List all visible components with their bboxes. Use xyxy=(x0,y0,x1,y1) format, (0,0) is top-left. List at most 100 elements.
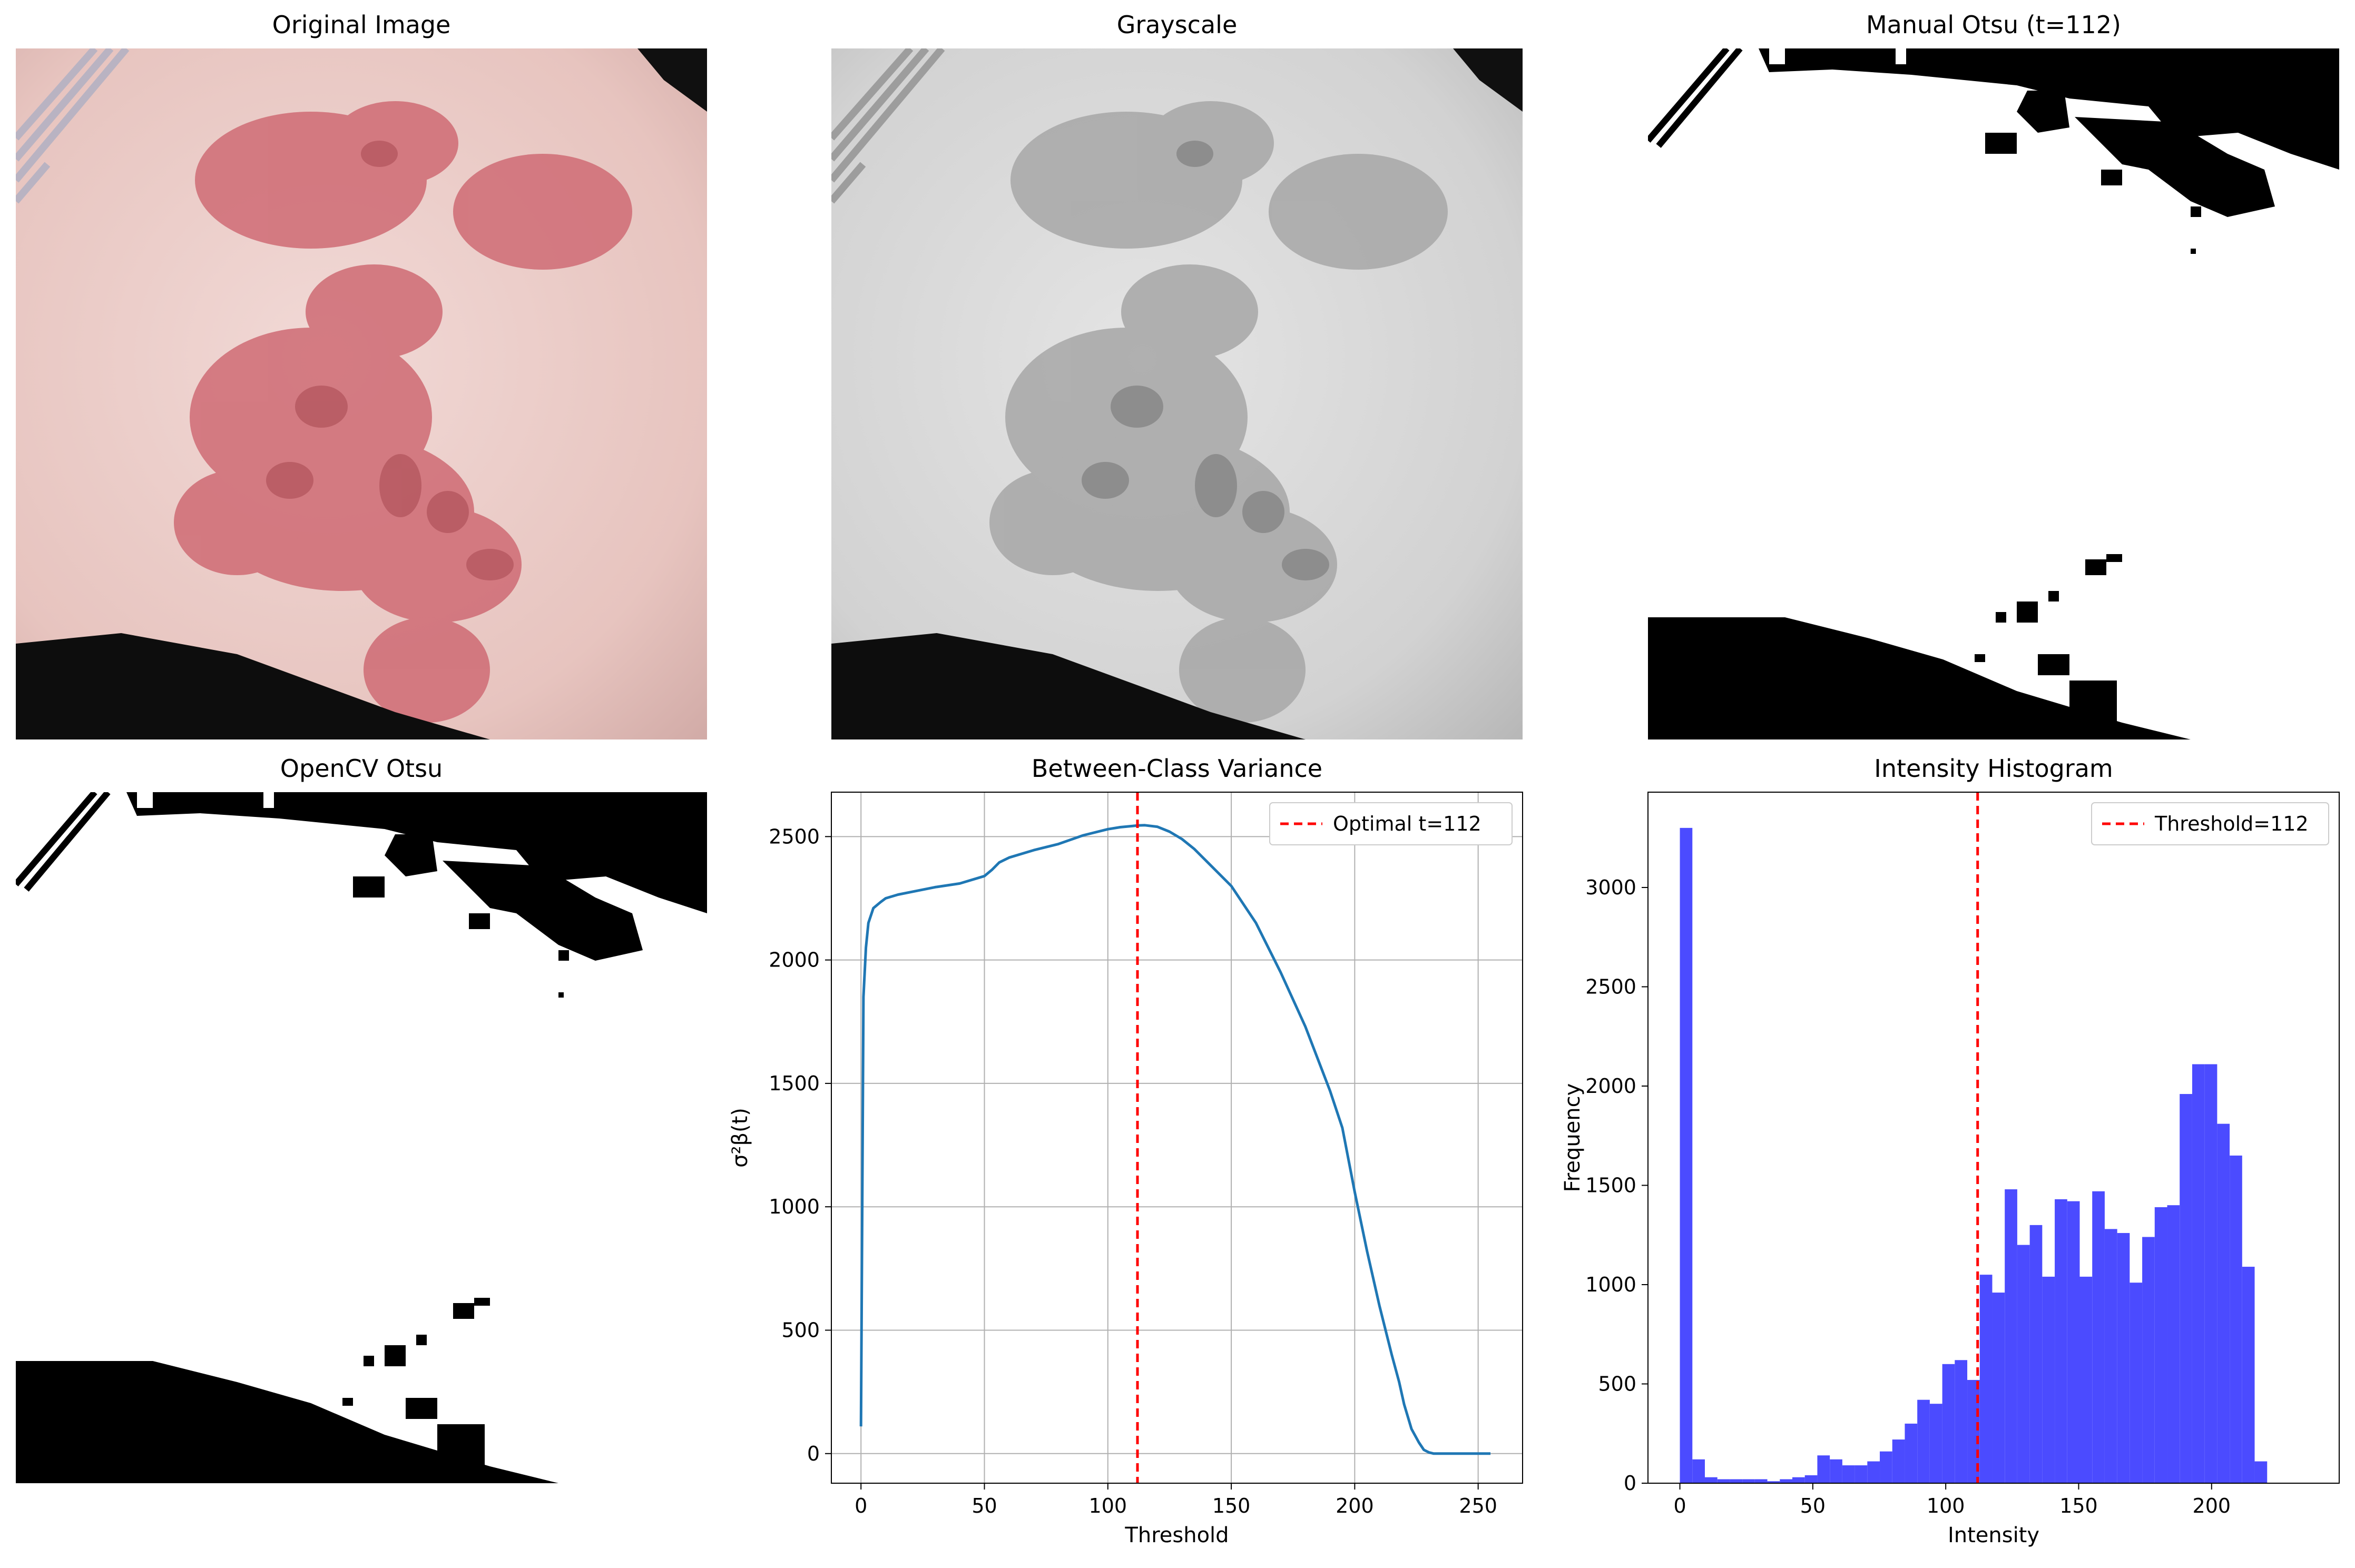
histogram-bar xyxy=(2192,1064,2205,1483)
variance-chart-title: Between-Class Variance xyxy=(1031,754,1323,783)
histogram-x-axis-label: Intensity xyxy=(1948,1523,2039,1547)
histogram-y-tick-label: 1000 xyxy=(1585,1273,1636,1296)
histogram-bar xyxy=(1704,1477,1718,1483)
histogram-bar xyxy=(1680,827,1693,1483)
histogram-bar xyxy=(1742,1479,1755,1483)
striped-fabric xyxy=(16,48,130,204)
histogram-bar xyxy=(1792,1477,1805,1483)
manual-otsu-title: Manual Otsu (t=112) xyxy=(1866,11,2122,39)
histogram-bar xyxy=(2242,1267,2255,1483)
histogram-x-tick-label: 200 xyxy=(2193,1494,2231,1517)
histogram-bar xyxy=(1754,1479,1768,1483)
histogram-bar xyxy=(2180,1094,2192,1483)
histogram-y-tick-label: 500 xyxy=(1598,1372,1636,1395)
variance-x-tick-label: 50 xyxy=(972,1494,997,1517)
variance-y-axis-label: σ²β(t) xyxy=(728,1108,752,1168)
histogram-bar xyxy=(1905,1423,1918,1483)
histogram-bar xyxy=(1892,1439,1905,1483)
histogram-bars-group xyxy=(1680,827,2268,1483)
histogram-bar xyxy=(2154,1207,2167,1483)
variance-x-axis-label: Threshold xyxy=(1124,1523,1229,1547)
variance-y-tick-label: 2500 xyxy=(769,825,820,848)
histogram-y-tick-label: 2500 xyxy=(1585,975,1636,998)
histogram-legend-box xyxy=(2091,802,2329,845)
variance-x-tick-label: 100 xyxy=(1089,1494,1127,1517)
opencv-otsu-mask xyxy=(16,792,707,1483)
variance-legend-label: Optimal t=112 xyxy=(1333,812,1481,835)
opencv-otsu-title: OpenCV Otsu xyxy=(280,754,443,783)
histogram-bar xyxy=(1767,1481,1780,1483)
original-image-title: Original Image xyxy=(272,11,451,39)
histogram-y-axis-label: Frequency xyxy=(1561,1083,1585,1192)
histogram-bar xyxy=(1854,1465,1868,1483)
histogram-bar xyxy=(2055,1199,2067,1483)
variance-curve-group xyxy=(859,824,1491,1455)
grayscale-title: Grayscale xyxy=(1116,11,1238,39)
histogram-legend: Threshold=112 xyxy=(2091,802,2329,845)
histogram-x-ticks: 0 50 100 150 200 xyxy=(1673,1483,2231,1517)
variance-x-tick-label: 150 xyxy=(1212,1494,1251,1517)
histogram-bar xyxy=(2092,1191,2105,1483)
histogram-x-tick-label: 100 xyxy=(1927,1494,1965,1517)
histogram-bar xyxy=(1955,1360,1968,1483)
histogram-bar xyxy=(1842,1465,1855,1483)
variance-x-tick-label: 0 xyxy=(855,1494,867,1517)
variance-y-ticks: 0 500 1000 1500 2000 2500 xyxy=(769,825,831,1465)
histogram-bar xyxy=(2005,1189,2017,1483)
histogram-y-tick-label: 0 xyxy=(1624,1472,1636,1495)
histogram-x-tick-label: 50 xyxy=(1800,1494,1826,1517)
variance-y-tick-label: 0 xyxy=(807,1442,820,1465)
histogram-bar xyxy=(1692,1459,1705,1483)
histogram-bar xyxy=(1942,1364,1955,1483)
histogram-x-tick-label: 150 xyxy=(2059,1494,2098,1517)
variance-y-tick-label: 1000 xyxy=(769,1195,820,1218)
histogram-bar xyxy=(1817,1455,1830,1483)
histogram-bar xyxy=(2104,1229,2117,1483)
histogram-bar xyxy=(2017,1245,2030,1483)
histogram-bar xyxy=(2204,1064,2217,1483)
histogram-bar xyxy=(1730,1479,1743,1483)
histogram-bar xyxy=(1929,1404,1942,1483)
variance-x-tick-label: 250 xyxy=(1459,1494,1497,1517)
variance-y-tick-label: 1500 xyxy=(769,1072,820,1095)
variance-x-ticks: 0 50 100 150 200 250 xyxy=(855,1483,1497,1517)
histogram-legend-label: Threshold=112 xyxy=(2154,812,2309,835)
histogram-plot-frame xyxy=(1647,792,2340,1484)
variance-gridlines xyxy=(831,792,1523,1483)
variance-y-tick-label: 2000 xyxy=(769,949,820,972)
variance-x-tick-label: 200 xyxy=(1336,1494,1374,1517)
histogram-y-ticks: 0 500 1000 1500 2000 2500 3000 xyxy=(1585,876,1648,1495)
histogram-y-tick-label: 2000 xyxy=(1585,1074,1636,1098)
grayscale-image xyxy=(831,48,1523,739)
histogram-bar xyxy=(1780,1479,1793,1483)
histogram-bar xyxy=(2167,1205,2180,1483)
histogram-bar xyxy=(2079,1276,2093,1483)
variance-legend: Optimal t=112 xyxy=(1269,802,1513,845)
histogram-bar xyxy=(1967,1379,1980,1483)
histogram-bar xyxy=(1830,1459,1842,1483)
histogram-bar xyxy=(1867,1461,1880,1483)
variance-curve xyxy=(859,824,1491,1455)
histogram-bar xyxy=(1992,1293,2005,1483)
histogram-bar xyxy=(1804,1475,1818,1483)
histogram-bar xyxy=(2117,1232,2130,1483)
variance-y-tick-label: 500 xyxy=(781,1318,820,1342)
histogram-bar xyxy=(2217,1123,2230,1483)
histogram-bar xyxy=(1880,1451,1892,1483)
histogram-bar xyxy=(2029,1225,2043,1483)
variance-plot-frame xyxy=(831,792,1523,1484)
histogram-chart-title: Intensity Histogram xyxy=(1874,754,2113,783)
histogram-bar xyxy=(2067,1201,2080,1483)
histogram-bar xyxy=(2254,1461,2268,1483)
histogram-bar xyxy=(2042,1276,2055,1483)
original-image xyxy=(16,48,707,739)
manual-otsu-mask xyxy=(1648,48,2339,739)
histogram-bar xyxy=(1717,1479,1730,1483)
variance-legend-box xyxy=(1269,802,1513,845)
histogram-y-tick-label: 1500 xyxy=(1585,1173,1636,1197)
histogram-bar xyxy=(2142,1237,2155,1483)
histogram-bar xyxy=(1979,1275,1993,1483)
histogram-bar xyxy=(2230,1155,2242,1483)
histogram-y-tick-label: 3000 xyxy=(1585,876,1636,899)
histogram-bar xyxy=(2130,1283,2143,1483)
